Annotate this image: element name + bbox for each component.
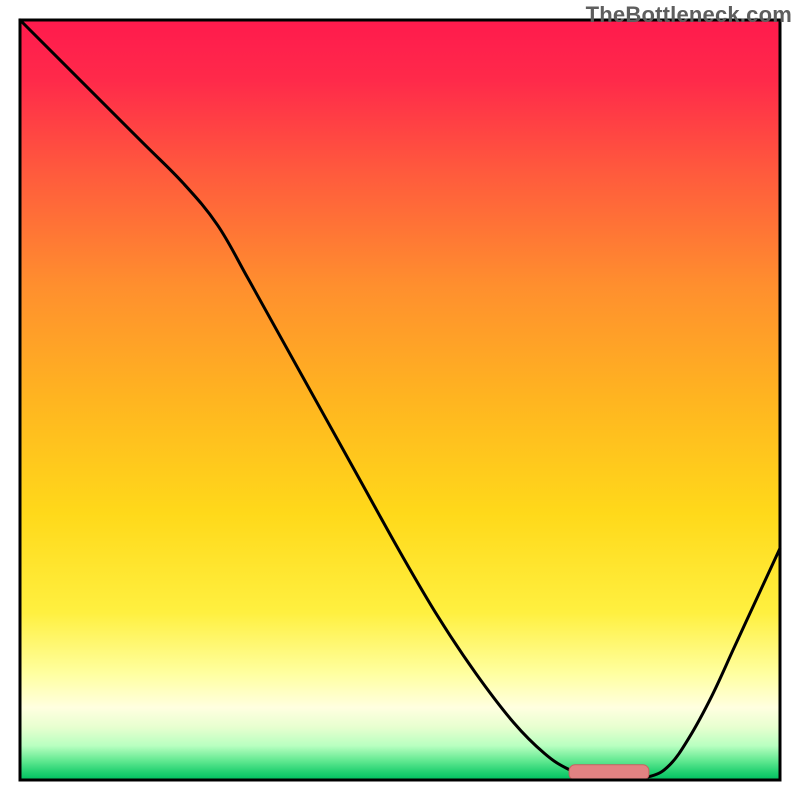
watermark-text: TheBottleneck.com xyxy=(586,2,792,28)
bottleneck-chart xyxy=(0,0,800,800)
chart-container: TheBottleneck.com xyxy=(0,0,800,800)
optimum-marker xyxy=(569,765,649,780)
